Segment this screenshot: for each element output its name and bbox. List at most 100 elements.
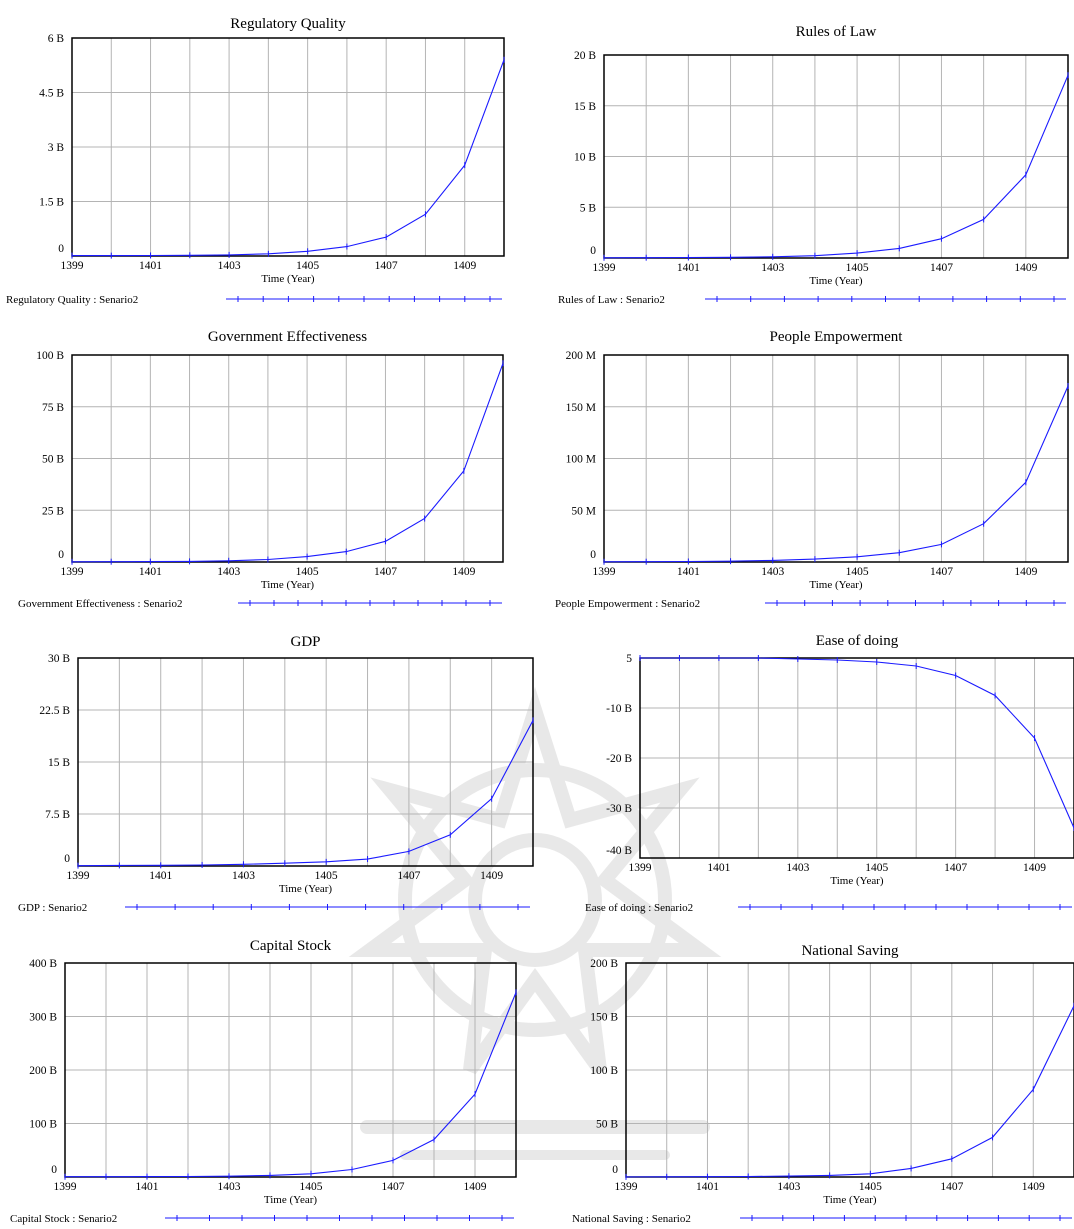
legend-label: People Empowerment : Senario2 [555,598,700,610]
series-line [77,720,534,867]
plot-frame [71,37,505,257]
x-tick-label: 1401 [707,862,730,874]
y-tick-label: 100 B [590,1065,618,1077]
x-tick-label: 1405 [846,566,869,578]
chart-capital-stock: Capital Stock 0 100 B 200 B 300 B 400 B 1399 14… [10,938,517,1225]
x-axis-label: Time (Year) [261,273,315,285]
chart-title: National Saving [801,943,899,959]
y-tick-label: -10 B [606,703,632,715]
x-tick-label: 1399 [629,862,652,874]
chart-title: GDP [290,634,320,650]
y-tick-label: 300 B [29,1012,57,1024]
plot-frame [639,657,1074,859]
x-tick-label: 1401 [677,566,700,578]
x-axis-label: Time (Year) [279,883,333,895]
x-tick-label: 1399 [593,262,616,274]
y-tick-label: 7.5 B [45,809,70,821]
x-tick-label: 1407 [374,566,397,578]
x-tick-label: 1403 [218,1181,241,1193]
chart-regulatory-quality: Regulatory Quality 0 1.5 B 3 B 4.5 B 6 B 1399 1… [6,16,505,306]
x-tick-label: 1409 [1014,566,1037,578]
plot-frame [71,354,504,563]
y-tick-label: 3 B [48,142,65,154]
chart-ease-of-doing: Ease of doing -40 B -30 B -20 B -10 B 5 1399 14… [585,633,1074,914]
x-tick-label: 1407 [397,870,420,882]
y-tick-label: 0 [58,243,64,255]
legend-label: GDP : Senario2 [18,902,87,914]
plot-frame [603,54,1069,259]
x-tick-label: 1407 [382,1181,405,1193]
x-tick-label: 1403 [761,262,784,274]
chart-people-empowerment: People Empowerment 0 50 M 100 M 150 M 200 M 13… [555,329,1069,610]
chart-rules-of-law: Rules of Law 0 5 B 10 B 15 B 20 B 1399 1401 1403… [558,24,1069,306]
y-tick-label: 5 B [580,202,597,214]
x-tick-label: 1409 [480,870,503,882]
y-tick-label: 0 [590,549,596,561]
x-tick-label: 1407 [375,260,398,272]
x-tick-label: 1409 [453,260,476,272]
x-tick-label: 1405 [859,1181,882,1193]
legend-label: Capital Stock : Senario2 [10,1213,117,1225]
series-line [603,385,1069,563]
y-tick-label: 15 B [574,101,596,113]
x-tick-label: 1405 [296,260,319,272]
chart-title: People Empowerment [770,329,904,345]
y-tick-label: 25 B [42,505,64,517]
x-tick-label: 1409 [464,1181,487,1193]
x-tick-label: 1403 [217,566,240,578]
y-tick-label: 22.5 B [39,705,70,717]
x-tick-label: 1401 [696,1181,719,1193]
legend-label: National Saving : Senario2 [572,1213,691,1225]
chart-title: Ease of doing [816,633,899,649]
legend-label: Regulatory Quality : Senario2 [6,294,138,306]
y-tick-label: 0 [58,549,64,561]
y-tick-label: 50 B [596,1119,618,1131]
legend-label: Ease of doing : Senario2 [585,902,693,914]
x-tick-label: 1399 [54,1181,77,1193]
series-line [65,992,517,1178]
y-tick-label: 4.5 B [39,88,64,100]
y-tick-label: 200 B [29,1065,57,1077]
x-tick-label: 1405 [296,566,319,578]
series-line [603,75,1069,259]
y-tick-label: -30 B [606,803,632,815]
x-tick-label: 1405 [865,862,888,874]
x-tick-label: 1401 [136,1181,159,1193]
x-tick-label: 1399 [593,566,616,578]
y-tick-label: 30 B [48,653,70,665]
y-tick-label: 150 B [590,1012,618,1024]
legend-label: Government Effectiveness : Senario2 [18,598,182,610]
x-tick-label: 1403 [761,566,784,578]
series-line [625,1005,1074,1178]
y-tick-label: 0 [51,1164,57,1176]
x-tick-label: 1409 [452,566,475,578]
x-tick-label: 1407 [944,862,967,874]
series-line [640,657,1074,829]
x-axis-label: Time (Year) [809,275,863,287]
y-tick-label: 15 B [48,757,70,769]
chart-government-effectiveness: Government Effectiveness 0 25 B 50 B 75 B 100… [18,329,504,610]
x-tick-label: 1403 [232,870,255,882]
x-tick-label: 1405 [846,262,869,274]
y-tick-label: 50 M [571,505,596,517]
chart-gdp: GDP 0 7.5 B 15 B 22.5 B 30 B 1399 1401 1403 1405 1… [18,634,534,914]
x-tick-label: 1403 [786,862,809,874]
x-tick-label: 1405 [300,1181,323,1193]
y-tick-label: 10 B [574,152,596,164]
y-tick-label: -40 B [606,845,632,857]
x-axis-label: Time (Year) [823,1194,877,1206]
chart-title: Regulatory Quality [230,16,346,32]
y-tick-label: 0 [590,245,596,257]
y-tick-label: 200 M [566,350,596,362]
x-tick-label: 1407 [930,566,953,578]
y-tick-label: 100 M [566,454,596,466]
x-tick-label: 1407 [930,262,953,274]
x-tick-label: 1401 [139,566,162,578]
plot-frame [64,962,517,1178]
y-tick-label: 5 [626,653,632,665]
y-tick-label: -20 B [606,753,632,765]
x-axis-label: Time (Year) [809,579,863,591]
chart-title: Government Effectiveness [208,329,367,345]
y-tick-label: 20 B [574,50,596,62]
